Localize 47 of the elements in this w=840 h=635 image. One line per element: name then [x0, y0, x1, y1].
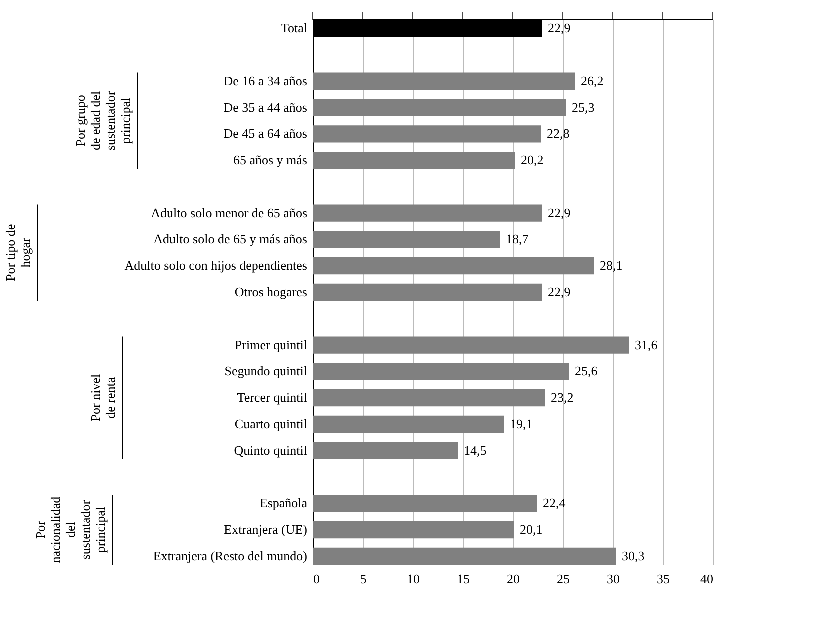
y-tick-label: Extranjera (Resto del mundo) — [153, 548, 308, 564]
x-tick-label: 35 — [657, 572, 670, 586]
x-tick-label: 25 — [557, 572, 570, 586]
data-label: 25,3 — [572, 100, 595, 115]
data-label: 20,2 — [521, 152, 544, 168]
data-label: 14,5 — [464, 442, 487, 458]
data-label: 23,2 — [551, 390, 574, 406]
text: Por nivel de renta — [88, 374, 118, 422]
text: Por nacionalidad del sustentador principal — [33, 496, 108, 564]
data-label: 25,6 — [575, 364, 598, 379]
y-tick-label: Tercer quintil — [237, 390, 308, 406]
data-label: 28,1 — [600, 258, 623, 274]
y-tick-label: Extranjera (UE) — [224, 522, 308, 538]
y-tick-label: Adulto solo con hijos dependientes — [124, 258, 308, 274]
data-label: 22,9 — [548, 20, 571, 36]
x-tick-label: 20 — [507, 572, 520, 586]
data-label: 18,7 — [506, 232, 530, 247]
data-label: 22,9 — [548, 205, 571, 220]
y-tick-label: Cuarto quintil — [234, 416, 308, 432]
y-tick-label: De 16 a 34 años — [224, 73, 308, 88]
y-tick-label: Quinto quintil — [234, 442, 308, 458]
data-label: 22,4 — [543, 496, 566, 511]
data-label: 20,1 — [520, 522, 543, 538]
x-tick-label: 0 — [314, 572, 320, 586]
data-label: 22,8 — [547, 126, 570, 142]
y-tick-label: 65 años y más — [233, 152, 308, 168]
x-tick-label: 30 — [607, 572, 620, 586]
data-label: 19,1 — [510, 416, 533, 432]
x-tick-label: 15 — [457, 572, 470, 586]
x-tick-label: 40 — [700, 572, 714, 586]
y-tick-label: Segundo quintil — [224, 364, 308, 379]
data-label: 30,3 — [622, 548, 645, 564]
y-tick-label: Adulto solo de 65 y más años — [154, 232, 308, 247]
text: Por grupo de edad del sustentador principal — [73, 90, 133, 151]
y-tick-label: Otros hogares — [234, 284, 308, 300]
y-tick-label: Adulto solo menor de 65 años — [151, 205, 308, 220]
x-tick-label: 5 — [360, 572, 367, 586]
y-tick-label: Primer quintil — [234, 337, 308, 352]
x-tick-label: 10 — [407, 572, 420, 586]
data-label: 31,6 — [635, 337, 658, 352]
data-label: 26,2 — [581, 73, 604, 88]
y-tick-label: De 45 a 64 años — [224, 126, 308, 142]
y-tick-label: Española — [260, 496, 308, 511]
text: Por tipo de hogar — [3, 224, 33, 282]
y-tick-label: Total — [280, 20, 308, 36]
data-label: 22,9 — [548, 284, 571, 300]
y-tick-label: De 35 a 44 años — [224, 100, 308, 115]
